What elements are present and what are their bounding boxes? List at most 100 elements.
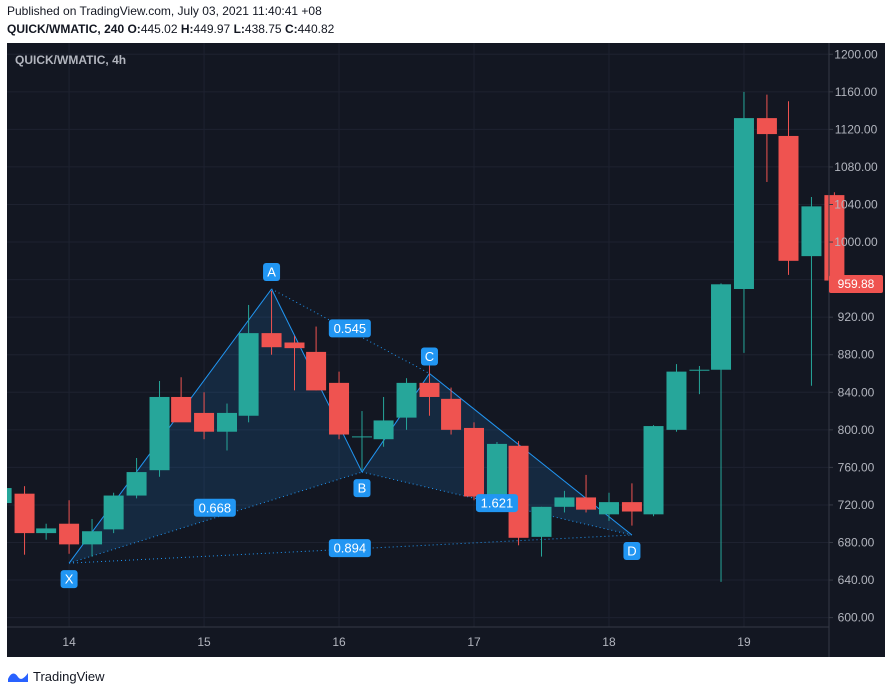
candle-body[interactable]	[486, 443, 507, 498]
candle[interactable]	[643, 425, 664, 517]
candle-body[interactable]	[441, 398, 462, 430]
candle-body[interactable]	[733, 118, 754, 289]
candle[interactable]	[733, 91, 754, 353]
candle[interactable]	[82, 519, 103, 557]
candle-body[interactable]	[778, 135, 799, 261]
candle[interactable]	[194, 392, 215, 440]
pattern-point-d[interactable]: D	[623, 541, 641, 560]
candle[interactable]	[441, 387, 462, 435]
candle[interactable]	[217, 403, 238, 451]
candle[interactable]	[464, 422, 485, 501]
pattern-ratio-label-text: 0.894	[334, 541, 367, 556]
pattern-ratio-label-text: 0.668	[199, 500, 232, 515]
candle[interactable]	[171, 377, 192, 423]
candle-body[interactable]	[329, 382, 350, 435]
candle[interactable]	[778, 101, 799, 275]
candle[interactable]	[576, 474, 597, 513]
candle-body[interactable]	[284, 342, 305, 349]
candle-body[interactable]	[351, 436, 372, 438]
candle-body[interactable]	[598, 502, 619, 515]
candle[interactable]	[396, 378, 417, 430]
candle[interactable]	[284, 335, 305, 391]
candle-body[interactable]	[531, 506, 552, 537]
chart-svg[interactable]: X A B C D 0.668 0.545 1.621 0.894 1200.00 1160.00…	[7, 43, 885, 657]
candle[interactable]	[666, 364, 687, 432]
pattern-ratio-label[interactable]: 1.621	[475, 494, 518, 513]
candle[interactable]	[621, 483, 642, 526]
candle[interactable]	[238, 304, 259, 423]
candle-body[interactable]	[238, 333, 259, 416]
pattern-leg-xa[interactable]	[68, 288, 272, 564]
candle-body[interactable]	[14, 493, 35, 534]
pattern-ratio-label[interactable]: 0.894	[328, 539, 371, 558]
pattern-point-d-text: D	[627, 543, 636, 558]
candle[interactable]	[711, 283, 732, 582]
candles[interactable]	[7, 91, 845, 582]
candle[interactable]	[36, 523, 57, 540]
candle-body[interactable]	[711, 284, 732, 370]
candle-body[interactable]	[621, 502, 642, 512]
candle-body[interactable]	[261, 333, 282, 348]
candle[interactable]	[373, 396, 394, 447]
pattern-ratio-label[interactable]: 0.668	[193, 498, 236, 517]
candle[interactable]	[149, 381, 170, 477]
candle-body[interactable]	[36, 528, 57, 534]
candle[interactable]	[103, 492, 124, 534]
pattern-point-a[interactable]: A	[263, 262, 281, 281]
price-tick-label: 600.00	[838, 611, 875, 625]
pattern-point-c[interactable]: C	[420, 347, 438, 366]
candle-body[interactable]	[576, 497, 597, 510]
candle-body[interactable]	[82, 531, 103, 545]
pattern-leg-bc[interactable]	[361, 373, 430, 473]
candle[interactable]	[486, 442, 507, 504]
candle[interactable]	[351, 411, 372, 471]
candle-body[interactable]	[103, 495, 124, 530]
candle-body[interactable]	[171, 396, 192, 423]
pattern-leg-cd[interactable]	[429, 373, 633, 536]
candle-body[interactable]	[554, 497, 575, 507]
tradingview-logo-icon	[8, 673, 28, 682]
candle[interactable]	[7, 486, 12, 507]
candle-body[interactable]	[756, 118, 777, 135]
candle[interactable]	[419, 364, 440, 416]
candle-body[interactable]	[59, 523, 80, 545]
time-axis[interactable]: 14 15 16 17 18 19	[62, 635, 751, 649]
candle-body[interactable]	[149, 396, 170, 471]
candle[interactable]	[801, 196, 822, 386]
candle[interactable]	[126, 457, 147, 499]
candle-body[interactable]	[396, 382, 417, 418]
pattern-point-b[interactable]: B	[353, 479, 371, 498]
chart-panel[interactable]: X A B C D 0.668 0.545 1.621 0.894 1200.00 1160.00…	[7, 43, 885, 657]
candle[interactable]	[14, 486, 35, 555]
candle-body[interactable]	[194, 412, 215, 432]
candle-body[interactable]	[508, 445, 529, 538]
candle[interactable]	[261, 290, 282, 355]
candle-body[interactable]	[666, 371, 687, 430]
candle[interactable]	[598, 492, 619, 521]
candle-body[interactable]	[801, 206, 822, 257]
pattern-ratio-label[interactable]: 0.545	[328, 319, 371, 338]
candle-body[interactable]	[464, 427, 485, 497]
candle-body[interactable]	[126, 472, 147, 496]
candle[interactable]	[756, 94, 777, 182]
candle-body[interactable]	[373, 420, 394, 440]
candle-body[interactable]	[306, 351, 327, 391]
candle[interactable]	[59, 500, 80, 554]
candle[interactable]	[554, 490, 575, 513]
candle-body[interactable]	[689, 369, 710, 371]
candle[interactable]	[329, 371, 350, 440]
price-axis[interactable]: 1200.00 1160.00 1120.00 1080.00 1040.00 1000.…	[829, 47, 878, 625]
pattern-ratio-label-bg	[328, 319, 371, 338]
candle-body[interactable]	[643, 426, 664, 515]
candle-body[interactable]	[419, 382, 440, 397]
candle-body[interactable]	[7, 488, 12, 504]
pattern-labels[interactable]: X A B C D 0.668 0.545 1.621 0.894	[60, 262, 641, 589]
last-price-tag: 959.88	[829, 275, 883, 293]
pattern-point-x[interactable]: X	[60, 570, 78, 589]
candle[interactable]	[508, 441, 529, 546]
candle[interactable]	[689, 365, 710, 395]
footer-brand: TradingView	[33, 668, 105, 684]
candle[interactable]	[306, 326, 327, 391]
candle[interactable]	[531, 506, 552, 557]
candle-body[interactable]	[217, 412, 238, 432]
